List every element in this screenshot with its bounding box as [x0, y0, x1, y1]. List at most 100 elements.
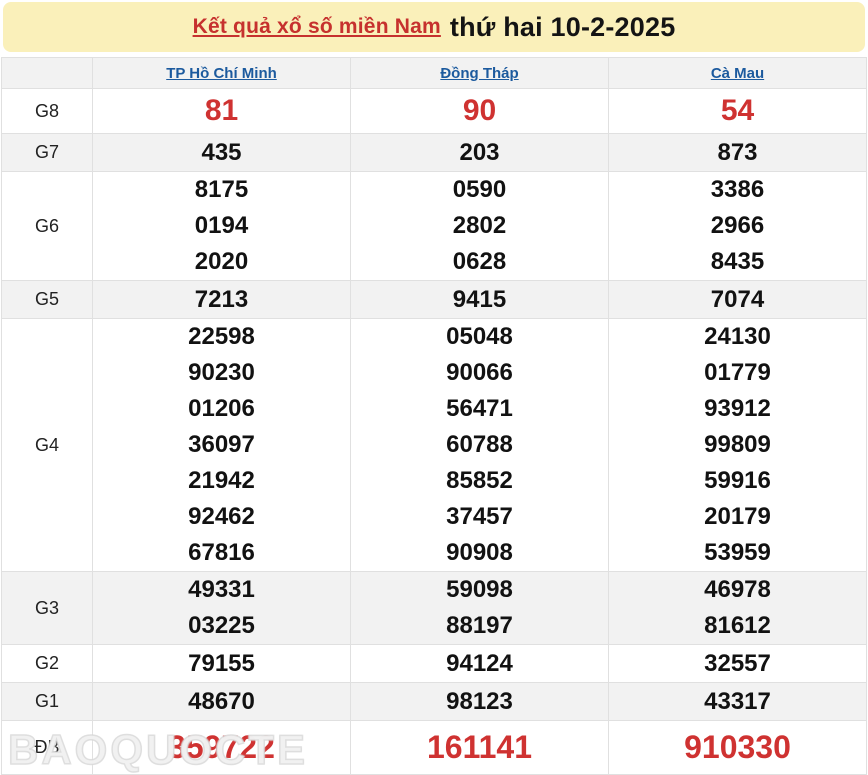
result-cell: 79155 [92, 644, 351, 683]
prize-label: G6 [1, 171, 93, 281]
result-number: 01779 [704, 359, 771, 386]
prize-label: G8 [1, 88, 93, 134]
table-row-g4: G4 22598 90230 01206 36097 21942 92462 6… [1, 318, 867, 572]
result-number: 36097 [188, 431, 255, 458]
results-table-wrapper: TP Hồ Chí Minh Đồng Tháp Cà Mau G8 81 90… [1, 57, 867, 775]
table-row-g7: G7 435 203 873 [1, 133, 867, 172]
result-cell: 7213 [92, 280, 351, 319]
prize-label: G4 [1, 318, 93, 572]
result-cell: 54 [608, 88, 867, 134]
result-cell: 59098 88197 [350, 571, 609, 645]
result-number: 203 [459, 138, 500, 166]
result-cell: 05048 90066 56471 60788 85852 37457 9090… [350, 318, 609, 572]
result-number: 9415 [452, 285, 507, 313]
result-number: 54 [720, 94, 755, 127]
result-number: 359722 [168, 729, 275, 765]
result-cell: 910330 [608, 720, 867, 775]
result-cell: 161141 [350, 720, 609, 775]
result-number: 81612 [704, 612, 771, 639]
result-number: 94124 [446, 649, 513, 677]
result-number: 43317 [704, 687, 771, 715]
result-number: 67816 [188, 539, 255, 566]
table-row-g1: G1 48670 98123 43317 [1, 682, 867, 721]
result-cell: 98123 [350, 682, 609, 721]
result-number: 2966 [710, 212, 765, 239]
result-number: 0628 [452, 248, 507, 275]
column-header-tphcm: TP Hồ Chí Minh [92, 57, 351, 89]
result-number: 85852 [446, 467, 513, 494]
result-number: 90230 [188, 359, 255, 386]
result-cell: 22598 90230 01206 36097 21942 92462 6781… [92, 318, 351, 572]
result-number: 99809 [704, 431, 771, 458]
result-number: 7074 [710, 285, 765, 313]
table-row-db: ĐB 359722 161141 910330 [1, 720, 867, 775]
result-number: 79155 [188, 649, 255, 677]
result-number: 2020 [194, 248, 249, 275]
table-row-g6: G6 8175 0194 2020 0590 2802 0628 3386 29… [1, 171, 867, 281]
result-number: 03225 [188, 612, 255, 639]
result-number: 910330 [684, 729, 791, 765]
result-number: 60788 [446, 431, 513, 458]
result-cell: 94124 [350, 644, 609, 683]
result-number: 0194 [194, 212, 249, 239]
result-cell: 46978 81612 [608, 571, 867, 645]
result-cell: 43317 [608, 682, 867, 721]
result-number: 48670 [188, 687, 255, 715]
result-cell: 0590 2802 0628 [350, 171, 609, 281]
province-link-camau[interactable]: Cà Mau [710, 64, 765, 82]
result-number: 21942 [188, 467, 255, 494]
result-number: 90908 [446, 539, 513, 566]
lottery-results-table: TP Hồ Chí Minh Đồng Tháp Cà Mau G8 81 90… [1, 57, 867, 775]
province-link-tphcm[interactable]: TP Hồ Chí Minh [166, 64, 277, 82]
result-number: 37457 [446, 503, 513, 530]
result-number: 05048 [446, 323, 513, 350]
result-number: 873 [717, 138, 758, 166]
table-row-g8: G8 81 90 54 [1, 88, 867, 134]
result-number: 8435 [710, 248, 765, 275]
result-number: 2802 [452, 212, 507, 239]
result-number: 8175 [194, 176, 249, 203]
result-number: 98123 [446, 687, 513, 715]
result-cell: 359722 [92, 720, 351, 775]
result-number: 7213 [194, 285, 249, 313]
title-date: thứ hai 10-2-2025 [449, 11, 676, 42]
result-cell: 435 [92, 133, 351, 172]
result-number: 88197 [446, 612, 513, 639]
result-cell: 81 [92, 88, 351, 134]
result-number: 93912 [704, 395, 771, 422]
prize-label: G3 [1, 571, 93, 645]
column-header-camau: Cà Mau [608, 57, 867, 89]
result-cell: 90 [350, 88, 609, 134]
page-title-banner: Kết quả xổ số miền Nam thứ hai 10-2-2025 [3, 2, 865, 52]
header-row: TP Hồ Chí Minh Đồng Tháp Cà Mau [1, 57, 867, 89]
prize-label: G2 [1, 644, 93, 683]
table-row-g2: G2 79155 94124 32557 [1, 644, 867, 683]
result-number: 22598 [188, 323, 255, 350]
corner-cell [1, 57, 93, 89]
result-cell: 9415 [350, 280, 609, 319]
result-cell: 3386 2966 8435 [608, 171, 867, 281]
result-number: 161141 [426, 729, 532, 765]
result-cell: 8175 0194 2020 [92, 171, 351, 281]
result-cell: 7074 [608, 280, 867, 319]
column-header-dongthap: Đồng Tháp [350, 57, 609, 89]
result-number: 92462 [188, 503, 255, 530]
result-number: 56471 [446, 395, 513, 422]
table-row-g5: G5 7213 9415 7074 [1, 280, 867, 319]
result-number: 53959 [704, 539, 771, 566]
result-number: 01206 [188, 395, 255, 422]
result-number: 90 [462, 94, 497, 127]
result-number: 0590 [452, 176, 507, 203]
result-cell: 49331 03225 [92, 571, 351, 645]
result-number: 32557 [704, 649, 771, 677]
result-cell: 24130 01779 93912 99809 59916 20179 5395… [608, 318, 867, 572]
result-number: 49331 [188, 576, 255, 603]
result-cell: 48670 [92, 682, 351, 721]
table-row-g3: G3 49331 03225 59098 88197 46978 81612 [1, 571, 867, 645]
province-link-dongthap[interactable]: Đồng Tháp [440, 64, 519, 82]
prize-label: G5 [1, 280, 93, 319]
result-number: 90066 [446, 359, 513, 386]
result-number: 3386 [710, 176, 765, 203]
result-number: 59098 [446, 576, 513, 603]
title-link[interactable]: Kết quả xổ số miền Nam [192, 15, 441, 38]
